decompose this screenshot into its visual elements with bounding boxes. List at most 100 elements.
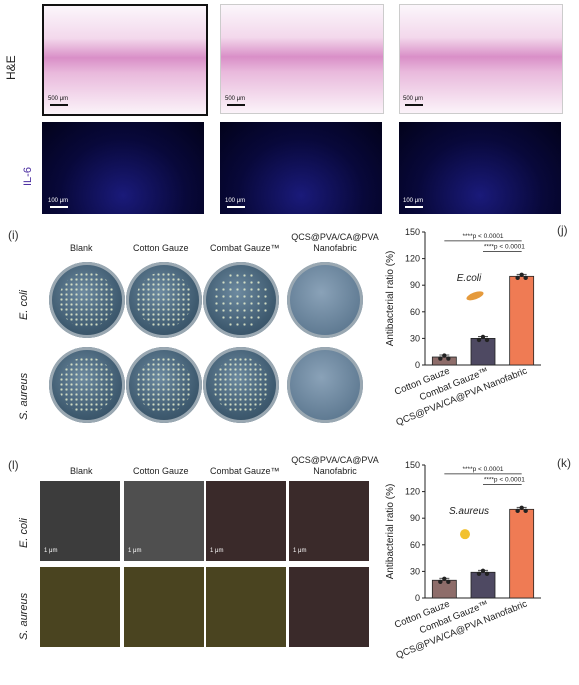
sem-scale-text-4: 1 μm: [293, 548, 307, 554]
bar: [470, 338, 496, 366]
he-scalebar-1: [50, 104, 68, 106]
he-scale-text-2: 500 μm: [225, 96, 246, 102]
sig-annotation: ****p < 0.0001: [462, 466, 503, 473]
he-image-3: [399, 4, 563, 114]
sem-ecoli-cotton: [124, 481, 204, 561]
data-point: [442, 576, 447, 581]
data-point: [476, 337, 482, 343]
if-scale-text-2: 100 μm: [225, 198, 246, 204]
bar: [509, 508, 535, 599]
panel-l-col-nanofabric: QCS@PVA/CA@PVA Nanofabric: [291, 455, 379, 476]
he-row-label: H&E: [4, 55, 18, 80]
panel-l-col-combat: Combat Gauze™: [210, 466, 280, 476]
bar: [431, 579, 457, 599]
y-tick-label: 150: [405, 460, 420, 470]
il6-image-1: [42, 122, 204, 214]
sem-saureus-blank: [40, 567, 120, 647]
y-tick-label: 90: [410, 513, 420, 523]
data-point: [480, 568, 486, 573]
sem-ecoli-combat: [206, 481, 286, 561]
panel-i-col-combat: Combat Gauze™: [210, 243, 280, 253]
data-point: [519, 505, 524, 511]
if-scalebar-1: [50, 206, 68, 208]
sig-annotation: ****p < 0.0001: [462, 233, 503, 240]
panel-i-col-cotton: Cotton Gauze: [133, 243, 189, 253]
plate-ecoli-combat: [203, 262, 279, 338]
data-point: [515, 275, 520, 281]
chart-panel-letter: (k): [557, 456, 571, 470]
plate-saureus-nanofabric: [287, 347, 363, 423]
y-tick-label: 0: [415, 360, 420, 370]
bar: [509, 275, 535, 366]
he-image-1: [42, 4, 208, 116]
plate-ecoli-blank: [49, 262, 125, 338]
panel-i-letter: (i): [8, 228, 19, 242]
y-axis-label: Antibacterial ratio (%): [385, 484, 396, 580]
he-scale-text-3: 500 μm: [403, 96, 424, 102]
il6-row-label: IL-6: [22, 167, 34, 186]
data-point: [446, 579, 451, 584]
y-tick-label: 120: [405, 254, 420, 264]
data-point: [480, 334, 486, 340]
data-point: [523, 275, 528, 281]
data-point: [523, 508, 528, 514]
data-point: [519, 272, 524, 278]
panel-l-col-blank: Blank: [70, 466, 93, 476]
il6-image-3: [399, 122, 561, 214]
sem-saureus-cotton: [124, 567, 204, 647]
data-point: [446, 356, 451, 361]
if-scale-text-1: 100 μm: [48, 198, 69, 204]
y-tick-label: 60: [410, 540, 420, 550]
bar: [470, 571, 496, 599]
bar: [431, 356, 457, 366]
if-scalebar-3: [405, 206, 423, 208]
chart-panel-letter: (j): [557, 223, 568, 237]
y-tick-label: 30: [410, 566, 420, 576]
he-scalebar-3: [405, 104, 423, 106]
plate-saureus-cotton: [126, 347, 202, 423]
ecoli-icon: [466, 291, 484, 301]
panel-i-row-saureus: S. aureus: [18, 372, 30, 420]
y-tick-label: 60: [410, 307, 420, 317]
inset-label: S.aureus: [449, 506, 489, 517]
plate-saureus-blank: [49, 347, 125, 423]
panel-i-col-blank: Blank: [70, 243, 93, 253]
sig-annotation: ****p < 0.0001: [484, 477, 525, 484]
data-point: [476, 571, 482, 576]
sem-saureus-nanofabric: [289, 567, 369, 647]
data-point: [515, 508, 520, 514]
panel-l-col-cotton: Cotton Gauze: [133, 466, 189, 476]
panel-i-col-nanofabric: QCS@PVA/CA@PVA Nanofabric: [291, 232, 379, 253]
saureus-icon: [460, 529, 470, 540]
y-tick-label: 150: [405, 227, 420, 237]
y-tick-label: 30: [410, 333, 420, 343]
plate-saureus-combat: [203, 347, 279, 423]
he-scale-text-1: 500 μm: [48, 96, 69, 102]
sem-ecoli-nanofabric: [289, 481, 369, 561]
he-scalebar-2: [227, 104, 245, 106]
data-point: [438, 356, 443, 361]
he-image-2: [220, 4, 384, 114]
data-point: [484, 571, 490, 576]
plate-ecoli-nanofabric: [287, 262, 363, 338]
sem-ecoli-blank: [40, 481, 120, 561]
panel-l-letter: (l): [8, 458, 19, 472]
sem-scale-text-3: 1 μm: [210, 548, 224, 554]
y-tick-label: 0: [415, 593, 420, 603]
il6-image-2: [220, 122, 382, 214]
data-point: [484, 337, 490, 343]
panel-l-row-ecoli: E. coli: [18, 518, 30, 548]
y-axis-label: Antibacterial ratio (%): [385, 251, 396, 347]
sem-scale-text-2: 1 μm: [128, 548, 142, 554]
sem-scale-text-1: 1 μm: [44, 548, 58, 554]
if-scale-text-3: 100 μm: [403, 198, 424, 204]
panel-l-row-saureus: S. aureus: [18, 592, 30, 640]
sem-saureus-combat: [206, 567, 286, 647]
y-tick-label: 90: [410, 280, 420, 290]
data-point: [442, 353, 447, 358]
y-tick-label: 120: [405, 487, 420, 497]
sig-annotation: ****p < 0.0001: [484, 244, 525, 251]
plate-ecoli-cotton: [126, 262, 202, 338]
panel-i-row-ecoli: E. coli: [18, 290, 30, 320]
